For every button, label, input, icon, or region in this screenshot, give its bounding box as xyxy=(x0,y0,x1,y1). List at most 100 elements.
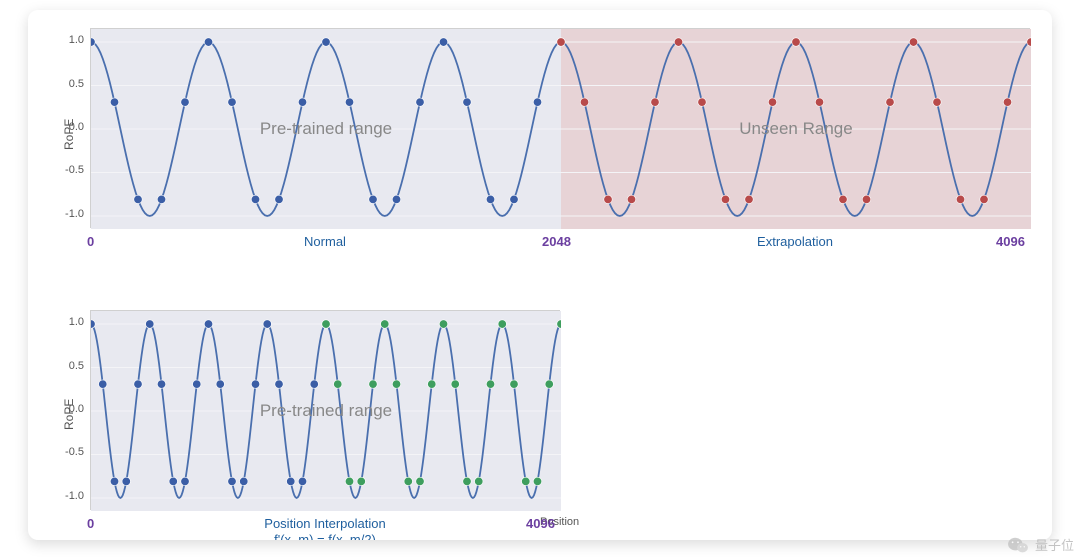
marker-point xyxy=(463,477,471,485)
marker-point xyxy=(216,380,224,388)
marker-point xyxy=(322,38,330,46)
ytick-label: 1.0 xyxy=(54,316,84,328)
marker-point xyxy=(768,98,776,106)
marker-point xyxy=(134,380,142,388)
xtick-label: 0 xyxy=(87,234,94,249)
ytick-label: -1.0 xyxy=(54,490,84,502)
marker-point xyxy=(463,98,471,106)
marker-point xyxy=(486,380,494,388)
marker-point xyxy=(522,477,530,485)
marker-point xyxy=(228,98,236,106)
marker-point xyxy=(416,477,424,485)
xtick-label: 2048 xyxy=(542,234,571,249)
xtick-label: 4096 xyxy=(996,234,1025,249)
below-label: Position Interpolation xyxy=(245,516,405,531)
top-panel: Pre-trained range Unseen Range xyxy=(90,28,1030,228)
marker-point xyxy=(545,380,553,388)
marker-point xyxy=(275,380,283,388)
marker-point xyxy=(956,195,964,203)
marker-point xyxy=(134,195,142,203)
marker-point xyxy=(428,380,436,388)
marker-point xyxy=(99,380,107,388)
marker-point xyxy=(193,380,201,388)
marker-point xyxy=(392,380,400,388)
marker-point xyxy=(369,195,377,203)
marker-point xyxy=(909,38,917,46)
marker-point xyxy=(157,195,165,203)
marker-point xyxy=(815,98,823,106)
marker-point xyxy=(298,477,306,485)
marker-point xyxy=(451,380,459,388)
marker-point xyxy=(886,98,894,106)
region-label: Pre-trained range xyxy=(260,401,392,420)
below-label: Extrapolation xyxy=(715,234,875,249)
marker-point xyxy=(486,195,494,203)
marker-point xyxy=(510,195,518,203)
ytick-label: -1.0 xyxy=(54,208,84,220)
marker-point xyxy=(334,380,342,388)
wechat-icon xyxy=(1007,536,1029,554)
ytick-label: 1.0 xyxy=(54,34,84,46)
marker-point xyxy=(862,195,870,203)
region-label: Pre-trained range xyxy=(260,119,392,138)
ytick-label: 0.0 xyxy=(54,403,84,415)
marker-point xyxy=(110,477,118,485)
marker-point xyxy=(674,38,682,46)
marker-point xyxy=(533,98,541,106)
marker-point xyxy=(228,477,236,485)
marker-point xyxy=(275,195,283,203)
marker-point xyxy=(240,477,248,485)
marker-point xyxy=(439,38,447,46)
marker-point xyxy=(839,195,847,203)
marker-point xyxy=(651,98,659,106)
marker-point xyxy=(381,320,389,328)
watermark-text: 量子位 xyxy=(1035,535,1074,554)
marker-point xyxy=(181,477,189,485)
marker-point xyxy=(169,477,177,485)
marker-point xyxy=(475,477,483,485)
ytick-label: 0.5 xyxy=(54,78,84,90)
ytick-label: 0.5 xyxy=(54,360,84,372)
marker-point xyxy=(698,98,706,106)
marker-point xyxy=(110,98,118,106)
marker-point xyxy=(345,477,353,485)
marker-point xyxy=(122,477,130,485)
xtick-label: 0 xyxy=(87,516,94,531)
marker-point xyxy=(392,195,400,203)
marker-point xyxy=(146,320,154,328)
marker-point xyxy=(498,320,506,328)
below-label: f'(x, m) = f(x, m/2) xyxy=(245,532,405,540)
marker-point xyxy=(439,320,447,328)
marker-point xyxy=(204,320,212,328)
marker-point xyxy=(251,195,259,203)
marker-point xyxy=(533,477,541,485)
marker-point xyxy=(580,98,588,106)
region-label: Unseen Range xyxy=(739,119,852,138)
marker-point xyxy=(933,98,941,106)
xtick-label: 4096 xyxy=(526,516,555,531)
ytick-label: -0.5 xyxy=(54,164,84,176)
marker-point xyxy=(345,98,353,106)
marker-point xyxy=(404,477,412,485)
marker-point xyxy=(416,98,424,106)
marker-point xyxy=(721,195,729,203)
ytick-label: 0.0 xyxy=(54,121,84,133)
top-chart-svg: Pre-trained range Unseen Range xyxy=(91,29,1031,229)
bottom-chart-svg: Pre-trained range xyxy=(91,311,561,511)
marker-point xyxy=(287,477,295,485)
marker-point xyxy=(157,380,165,388)
marker-point xyxy=(510,380,518,388)
marker-point xyxy=(322,320,330,328)
marker-point xyxy=(181,98,189,106)
bottom-panel: Pre-trained range xyxy=(90,310,560,510)
marker-point xyxy=(369,380,377,388)
marker-point xyxy=(251,380,259,388)
marker-point xyxy=(980,195,988,203)
marker-point xyxy=(792,38,800,46)
ytick-label: -0.5 xyxy=(54,446,84,458)
marker-point xyxy=(627,195,635,203)
marker-point xyxy=(298,98,306,106)
marker-point xyxy=(604,195,612,203)
marker-point xyxy=(557,38,565,46)
marker-point xyxy=(1003,98,1011,106)
